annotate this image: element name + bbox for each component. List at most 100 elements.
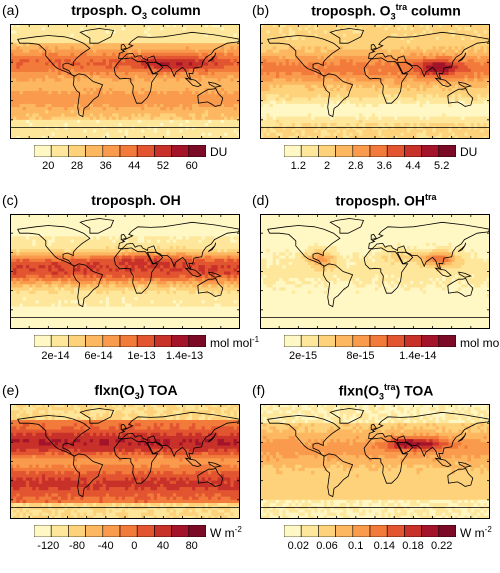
heatmap-cell bbox=[426, 123, 430, 127]
heatmap-cell bbox=[426, 100, 430, 105]
heatmap-cell bbox=[192, 24, 196, 28]
heatmap-cell bbox=[448, 113, 453, 118]
heatmap-cell bbox=[349, 55, 354, 60]
heatmap-cell bbox=[109, 84, 113, 89]
heatmap-cell bbox=[406, 87, 411, 92]
heatmap-cell bbox=[400, 33, 405, 38]
heatmap-cell bbox=[153, 103, 158, 108]
heatmap-cell bbox=[403, 43, 408, 47]
coastline bbox=[120, 43, 127, 51]
heatmap-cell bbox=[211, 123, 215, 127]
heatmap-cell bbox=[269, 24, 274, 28]
heatmap-cell bbox=[230, 36, 235, 41]
heatmap-cell bbox=[67, 43, 72, 47]
heatmap-cell bbox=[275, 27, 280, 31]
heatmap-cell bbox=[109, 43, 113, 47]
heatmap-cell bbox=[307, 100, 312, 105]
heatmap-cell bbox=[217, 113, 222, 118]
heatmap-cell bbox=[217, 97, 222, 102]
heatmap-cell bbox=[54, 71, 59, 76]
heatmap-cell bbox=[384, 68, 389, 73]
heatmap-cell bbox=[445, 119, 449, 124]
heatmap-cell bbox=[445, 59, 449, 63]
heatmap-cell bbox=[362, 103, 366, 108]
heatmap-cell bbox=[413, 87, 417, 92]
heatmap-cell bbox=[272, 30, 277, 34]
heatmap-cell bbox=[195, 43, 199, 47]
heatmap-cell bbox=[422, 39, 427, 44]
heatmap-cell bbox=[150, 107, 155, 111]
heatmap-cell bbox=[166, 129, 171, 134]
heatmap-cell bbox=[416, 43, 421, 47]
heatmap-cell bbox=[346, 36, 350, 41]
heatmap-cell bbox=[109, 52, 113, 57]
heatmap-cell bbox=[288, 52, 293, 57]
heatmap-cell bbox=[397, 62, 401, 66]
heatmap-cell bbox=[403, 39, 408, 44]
heatmap-cell bbox=[359, 103, 363, 108]
heatmap-cell bbox=[458, 46, 462, 50]
heatmap-cell bbox=[32, 132, 36, 137]
heatmap-cell bbox=[470, 103, 475, 108]
heatmap-cell bbox=[474, 71, 478, 76]
heatmap-cell bbox=[32, 91, 36, 95]
heatmap-cell bbox=[285, 81, 290, 86]
heatmap-cell bbox=[25, 135, 30, 139]
heatmap-cell bbox=[176, 27, 180, 31]
heatmap-cell bbox=[263, 100, 267, 105]
heatmap-cell bbox=[288, 123, 293, 127]
heatmap-cell bbox=[298, 103, 302, 108]
heatmap-cell bbox=[230, 49, 235, 54]
heatmap-cell bbox=[80, 33, 84, 38]
heatmap-cell bbox=[208, 129, 212, 134]
heatmap-cell bbox=[384, 119, 389, 124]
heatmap-cell bbox=[311, 24, 315, 28]
coastline bbox=[197, 88, 224, 107]
heatmap-cell bbox=[480, 52, 485, 57]
heatmap-cell bbox=[185, 123, 190, 127]
heatmap-cell bbox=[105, 81, 110, 86]
heatmap-cell bbox=[448, 24, 453, 28]
heatmap-cell bbox=[35, 132, 40, 137]
heatmap-cell bbox=[125, 78, 129, 82]
heatmap-cell bbox=[384, 75, 389, 79]
heatmap-cell bbox=[166, 27, 171, 31]
heatmap-cell bbox=[426, 33, 430, 38]
heatmap-cell bbox=[54, 116, 59, 121]
heatmap-cell bbox=[147, 78, 151, 82]
heatmap-cell bbox=[38, 46, 43, 50]
heatmap-cell bbox=[435, 27, 440, 31]
heatmap-cell bbox=[435, 36, 440, 41]
heatmap-cell bbox=[330, 119, 334, 124]
heatmap-cell bbox=[464, 43, 469, 47]
heatmap-cell bbox=[330, 75, 334, 79]
heatmap-cell bbox=[61, 119, 65, 124]
heatmap-cell bbox=[96, 33, 100, 38]
heatmap-cell bbox=[301, 103, 306, 108]
heatmap-cell bbox=[288, 97, 293, 102]
heatmap-cell bbox=[112, 46, 116, 50]
heatmap-cell bbox=[330, 27, 334, 31]
heatmap-cell bbox=[416, 24, 421, 28]
heatmap-cell bbox=[48, 97, 52, 102]
heatmap-cell bbox=[22, 78, 27, 82]
heatmap-cell bbox=[220, 126, 225, 130]
heatmap-cell bbox=[339, 39, 344, 44]
heatmap-cell bbox=[359, 59, 363, 63]
heatmap-cell bbox=[112, 110, 116, 114]
heatmap-cell bbox=[160, 46, 164, 50]
heatmap-cell bbox=[464, 97, 469, 102]
heatmap-cell bbox=[355, 116, 360, 121]
heatmap-cell bbox=[83, 123, 88, 127]
heatmap-cell bbox=[147, 123, 151, 127]
heatmap-cell bbox=[118, 84, 123, 89]
heatmap-cell bbox=[432, 68, 437, 73]
heatmap-cell bbox=[477, 123, 481, 127]
heatmap-cell bbox=[128, 33, 132, 38]
heatmap-cell bbox=[336, 107, 341, 111]
heatmap-cell bbox=[19, 119, 24, 124]
heatmap-cell bbox=[285, 30, 290, 34]
heatmap-cell bbox=[311, 27, 315, 31]
heatmap-cell bbox=[397, 24, 401, 28]
heatmap-cell bbox=[233, 135, 238, 139]
